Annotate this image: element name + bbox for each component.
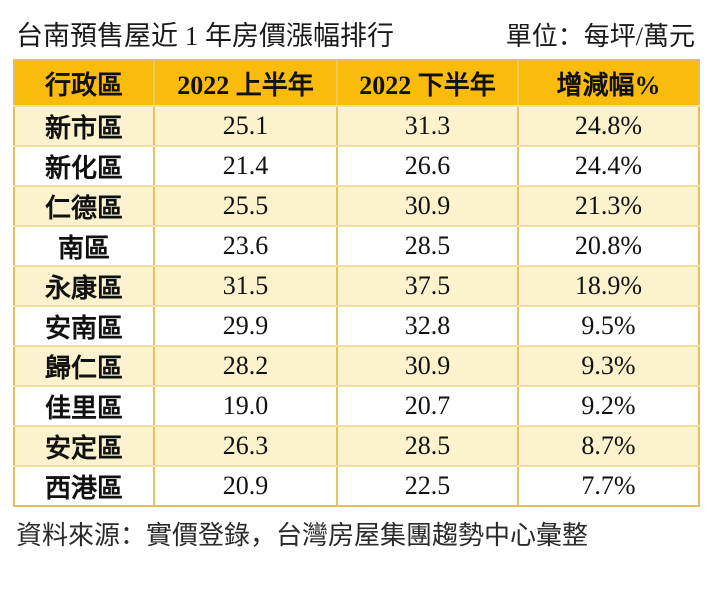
header-cell: 2022 下半年 bbox=[336, 59, 519, 107]
value-cell: 28.5 bbox=[336, 225, 519, 267]
value-cell: 28.5 bbox=[336, 425, 519, 467]
value-cell: 20.7 bbox=[336, 385, 519, 427]
value-cell: 9.5% bbox=[517, 305, 700, 347]
district-cell: 西港區 bbox=[13, 465, 155, 507]
value-cell: 8.7% bbox=[517, 425, 700, 467]
value-cell: 28.2 bbox=[153, 345, 338, 387]
page-title: 台南預售屋近 1 年房價漲幅排行 bbox=[16, 21, 394, 51]
price-table: 行政區 2022 上半年 2022 下半年 增減幅% 新市區 25.1 31.3 24.8%… bbox=[13, 59, 700, 507]
value-cell: 19.0 bbox=[153, 385, 338, 427]
value-cell: 9.2% bbox=[517, 385, 700, 427]
table-row: 新市區 25.1 31.3 24.8% bbox=[13, 105, 700, 147]
header-cell: 增減幅% bbox=[517, 59, 700, 107]
table-row: 西港區 20.9 22.5 7.7% bbox=[13, 465, 700, 507]
district-cell: 新化區 bbox=[13, 145, 155, 187]
value-cell: 25.1 bbox=[153, 105, 338, 147]
value-cell: 23.6 bbox=[153, 225, 338, 267]
district-cell: 南區 bbox=[13, 225, 155, 267]
value-cell: 9.3% bbox=[517, 345, 700, 387]
table-body: 新市區 25.1 31.3 24.8% 新化區 21.4 26.6 24.4% 仁德區 25.5 3… bbox=[13, 105, 700, 507]
value-cell: 30.9 bbox=[336, 185, 519, 227]
value-cell: 20.8% bbox=[517, 225, 700, 267]
value-cell: 26.3 bbox=[153, 425, 338, 467]
value-cell: 31.3 bbox=[336, 105, 519, 147]
district-cell: 安定區 bbox=[13, 425, 155, 467]
district-cell: 安南區 bbox=[13, 305, 155, 347]
value-cell: 32.8 bbox=[336, 305, 519, 347]
table-row: 仁德區 25.5 30.9 21.3% bbox=[13, 185, 700, 227]
value-cell: 7.7% bbox=[517, 465, 700, 507]
value-cell: 20.9 bbox=[153, 465, 338, 507]
district-cell: 永康區 bbox=[13, 265, 155, 307]
table-row: 永康區 31.5 37.5 18.9% bbox=[13, 265, 700, 307]
title-bar: 台南預售屋近 1 年房價漲幅排行 單位：每坪/萬元 bbox=[0, 0, 709, 59]
table-row: 佳里區 19.0 20.7 9.2% bbox=[13, 385, 700, 427]
district-cell: 仁德區 bbox=[13, 185, 155, 227]
value-cell: 24.8% bbox=[517, 105, 700, 147]
value-cell: 22.5 bbox=[336, 465, 519, 507]
unit-label: 單位：每坪/萬元 bbox=[505, 22, 695, 51]
value-cell: 30.9 bbox=[336, 345, 519, 387]
table-row: 南區 23.6 28.5 20.8% bbox=[13, 225, 700, 267]
value-cell: 18.9% bbox=[517, 265, 700, 307]
table-header-row: 行政區 2022 上半年 2022 下半年 增減幅% bbox=[13, 59, 700, 107]
value-cell: 29.9 bbox=[153, 305, 338, 347]
value-cell: 21.3% bbox=[517, 185, 700, 227]
value-cell: 25.5 bbox=[153, 185, 338, 227]
table-row: 安定區 26.3 28.5 8.7% bbox=[13, 425, 700, 467]
table-row: 安南區 29.9 32.8 9.5% bbox=[13, 305, 700, 347]
district-cell: 新市區 bbox=[13, 105, 155, 147]
header-cell: 2022 上半年 bbox=[153, 59, 338, 107]
district-cell: 歸仁區 bbox=[13, 345, 155, 387]
value-cell: 26.6 bbox=[336, 145, 519, 187]
header-cell: 行政區 bbox=[13, 59, 155, 107]
value-cell: 24.4% bbox=[517, 145, 700, 187]
value-cell: 37.5 bbox=[336, 265, 519, 307]
source-note: 資料來源：實價登錄，台灣房屋集團趨勢中心彙整 bbox=[16, 521, 589, 550]
district-cell: 佳里區 bbox=[13, 385, 155, 427]
table-row: 新化區 21.4 26.6 24.4% bbox=[13, 145, 700, 187]
value-cell: 21.4 bbox=[153, 145, 338, 187]
value-cell: 31.5 bbox=[153, 265, 338, 307]
table-row: 歸仁區 28.2 30.9 9.3% bbox=[13, 345, 700, 387]
